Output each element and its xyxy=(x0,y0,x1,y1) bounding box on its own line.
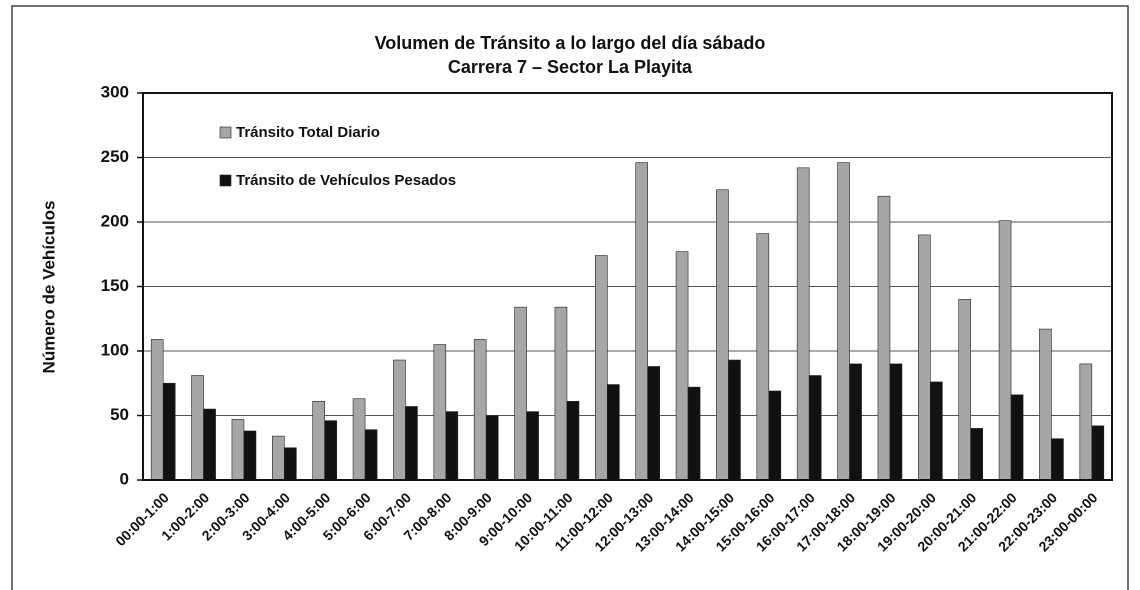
bar xyxy=(998,220,1012,481)
bar xyxy=(191,375,204,481)
y-tick-label: 50 xyxy=(110,405,129,424)
bar xyxy=(203,408,216,481)
bar xyxy=(243,430,257,481)
bar xyxy=(849,363,862,481)
bar xyxy=(889,363,903,481)
bar xyxy=(162,382,176,481)
y-tick-label: 250 xyxy=(101,147,129,166)
bar xyxy=(837,162,850,481)
bar xyxy=(635,162,648,481)
bar xyxy=(473,339,487,481)
bar xyxy=(958,299,971,481)
bar xyxy=(1051,438,1064,481)
chart-title: Volumen de Tránsito a lo largo del día s… xyxy=(375,33,766,53)
bar xyxy=(595,255,608,481)
y-tick-label: 0 xyxy=(120,469,129,488)
bar xyxy=(150,339,164,481)
bar xyxy=(566,401,580,481)
y-tick-label: 100 xyxy=(101,340,129,359)
bar xyxy=(554,306,568,481)
bar xyxy=(796,167,810,481)
bar xyxy=(324,420,337,481)
bar xyxy=(364,429,378,481)
bar xyxy=(808,375,822,481)
bar xyxy=(1091,425,1105,481)
bar xyxy=(728,359,741,481)
bar xyxy=(1039,328,1052,481)
y-tick-label: 150 xyxy=(101,276,129,295)
y-axis-label: Número de Vehículos xyxy=(39,201,58,374)
bar xyxy=(607,384,620,481)
bar xyxy=(514,306,527,481)
bar xyxy=(877,195,891,481)
bar xyxy=(930,381,943,481)
bar xyxy=(675,251,689,481)
bar xyxy=(526,411,539,481)
legend-swatch xyxy=(219,174,232,187)
legend-label: Tránsito de Vehículos Pesados xyxy=(236,172,456,189)
y-tick-label: 300 xyxy=(101,82,129,101)
bar xyxy=(393,359,406,481)
bar xyxy=(687,386,701,481)
bar xyxy=(405,406,418,481)
bar xyxy=(716,189,729,481)
plot-border xyxy=(142,92,1113,481)
bar xyxy=(768,390,782,481)
bar xyxy=(433,344,447,481)
bar xyxy=(918,234,931,481)
legend-swatch xyxy=(219,126,232,139)
y-tick-label: 200 xyxy=(101,211,129,230)
bar xyxy=(1010,394,1024,481)
bar xyxy=(352,398,366,481)
chart-subtitle: Carrera 7 – Sector La Playita xyxy=(448,57,693,77)
bar xyxy=(445,411,459,481)
bar xyxy=(647,366,660,481)
bar xyxy=(1079,363,1093,481)
legend-label: Tránsito Total Diario xyxy=(236,124,380,141)
bar xyxy=(312,401,325,481)
bar xyxy=(756,233,770,481)
bar xyxy=(231,419,245,481)
bar xyxy=(970,428,983,481)
x-tick-label: 00:00-1:00 xyxy=(112,489,172,549)
bar xyxy=(284,447,297,481)
bar xyxy=(272,435,285,481)
bar xyxy=(485,415,499,481)
frame xyxy=(11,5,1129,590)
